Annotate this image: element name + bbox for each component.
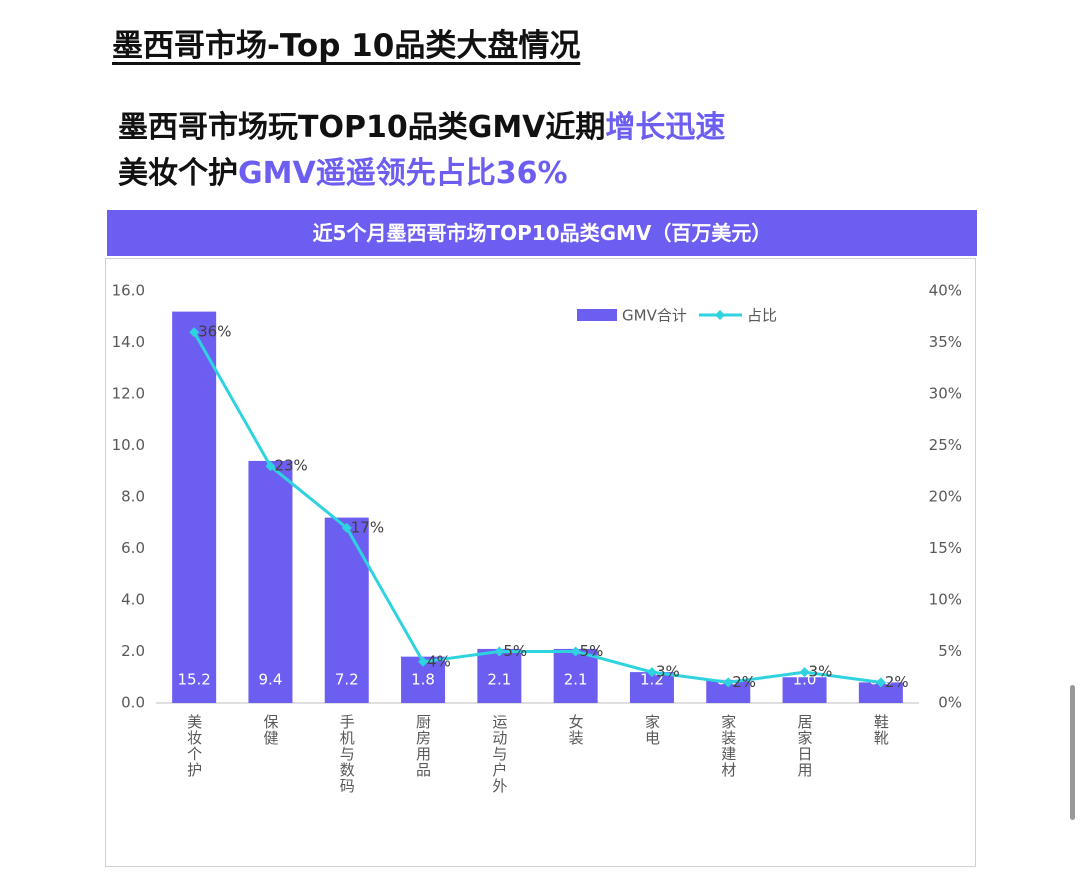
bar-value-label: 1.2 [640, 671, 664, 689]
y-tick-label: 10.0 [112, 436, 145, 454]
share-value-label: 2% [732, 673, 756, 691]
bar [477, 648, 522, 703]
bar [706, 679, 751, 703]
headline-line: 墨西哥市场玩TOP10品类GMV近期增长迅速 [118, 102, 725, 146]
bar-value-label: 7.2 [335, 671, 359, 689]
x-tick-label: 家装建材 [719, 714, 737, 778]
y2-tick-label: 30% [929, 385, 962, 403]
bar [553, 648, 598, 703]
bar [858, 682, 903, 703]
x-tick-label: 厨房用品 [414, 714, 432, 778]
bar-value-label: 1.0 [793, 671, 817, 689]
share-value-label: 36% [198, 323, 231, 341]
bar [172, 311, 217, 703]
x-tick-label: 家电 [643, 714, 661, 746]
y2-tick-label: 15% [929, 539, 962, 557]
x-tick-label: 运动与户外 [490, 714, 508, 794]
y-tick-label: 4.0 [121, 591, 145, 609]
chart-title: 近5个月墨西哥市场TOP10品类GMV（百万美元） [107, 210, 977, 256]
y-tick-label: 12.0 [112, 385, 145, 403]
y-tick-label: 6.0 [121, 539, 145, 557]
slide-title: 墨西哥市场-Top 10品类大盘情况 [112, 28, 581, 64]
bar-value-label: 2.1 [564, 671, 588, 689]
bar [629, 672, 674, 703]
y-tick-label: 14.0 [112, 333, 145, 351]
share-value-label: 23% [274, 457, 307, 475]
y-tick-label: 0.0 [121, 694, 145, 712]
x-tick-label: 保健 [261, 714, 279, 746]
share-marker [723, 677, 734, 688]
bar [248, 460, 293, 703]
share-value-label: 17% [351, 518, 384, 536]
share-marker [570, 646, 581, 657]
y2-tick-label: 20% [929, 488, 962, 506]
x-tick-label: 鞋靴 [872, 714, 890, 746]
headline-highlight: GMV遥遥领先占比36% [238, 156, 568, 191]
share-marker [799, 667, 810, 678]
bar-value-label: 1.8 [411, 671, 435, 689]
chart-frame [105, 258, 976, 867]
share-marker [189, 327, 200, 338]
share-marker [646, 667, 657, 678]
share-marker [341, 522, 352, 533]
share-value-label: 2% [885, 673, 909, 691]
headline-text: 墨西哥市场玩TOP10品类GMV近期 [118, 110, 606, 145]
bar [782, 677, 827, 703]
bar-value-label: 2.1 [487, 671, 511, 689]
scrollbar [1070, 685, 1075, 820]
legend-swatch [715, 310, 725, 320]
x-tick-label: 女装 [567, 713, 585, 746]
share-marker [494, 646, 505, 657]
share-value-label: 3% [809, 663, 833, 681]
legend-label: 占比 [747, 307, 777, 325]
y-tick-label: 2.0 [121, 642, 145, 660]
y-tick-label: 16.0 [112, 282, 145, 300]
bar-value-label: 15.2 [177, 671, 210, 689]
headline-text: 美妆个护 [118, 156, 238, 191]
y2-tick-label: 25% [929, 436, 962, 454]
share-value-label: 3% [656, 663, 680, 681]
y2-tick-label: 35% [929, 333, 962, 351]
x-tick-label: 手机与数码 [338, 714, 356, 794]
y2-tick-label: 0% [938, 694, 962, 712]
share-value-label: 5% [580, 642, 604, 660]
y2-tick-label: 10% [929, 591, 962, 609]
y-tick-label: 8.0 [121, 488, 145, 506]
share-marker [265, 461, 276, 472]
y2-tick-label: 5% [938, 642, 962, 660]
share-marker [875, 677, 886, 688]
y2-tick-label: 40% [929, 282, 962, 300]
share-value-label: 4% [427, 652, 451, 670]
share-value-label: 5% [503, 642, 527, 660]
bar [324, 517, 369, 703]
x-tick-label: 美妆个护 [185, 714, 203, 778]
share-line [192, 331, 882, 684]
legend-label: GMV合计 [622, 307, 687, 325]
share-marker [418, 656, 429, 667]
headline-highlight: 增长迅速 [605, 110, 726, 145]
headline-line: 美妆个护GMV遥遥领先占比36% [118, 148, 568, 192]
bar-value-label: 9.4 [259, 671, 283, 689]
legend-swatch [577, 309, 617, 321]
x-tick-label: 居家日用 [796, 714, 814, 778]
